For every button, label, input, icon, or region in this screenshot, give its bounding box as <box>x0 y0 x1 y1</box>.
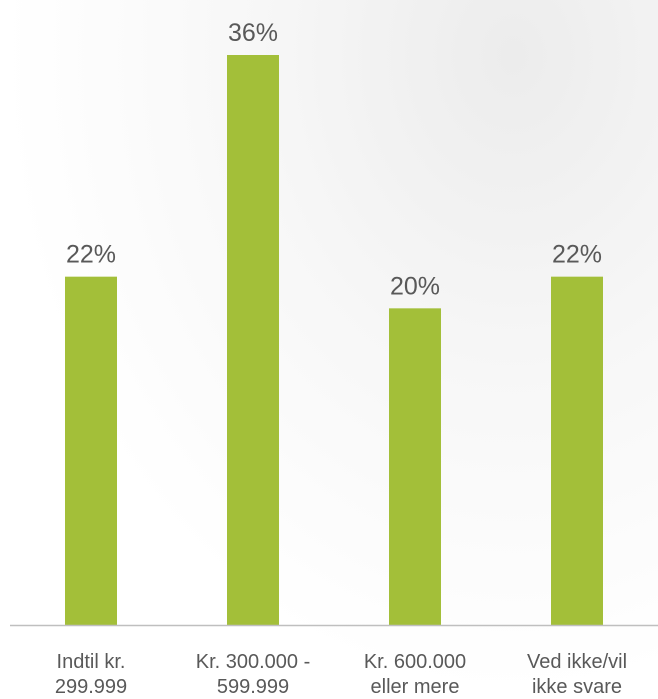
bars-group <box>65 55 603 625</box>
category-labels-group: Indtil kr. 299.999 Kr. 300.000 -599.999 Kr.… <box>55 651 627 698</box>
category-label-2: Kr. 300.000 -599.999 <box>196 651 311 698</box>
data-label-2: 36% <box>228 19 278 47</box>
category-label-1: Indtil kr. 299.999 <box>55 651 127 698</box>
bar-1 <box>65 276 117 625</box>
data-label-1: 22% <box>66 241 116 269</box>
bar-3 <box>389 308 441 625</box>
category-label-4: Ved ikke/vil ikke svare <box>527 651 627 698</box>
data-labels-group: 22% 36% 20% 22% <box>66 19 602 300</box>
bar-4 <box>551 276 603 625</box>
data-label-3: 20% <box>390 272 440 300</box>
data-label-4: 22% <box>552 241 602 269</box>
bar-2 <box>227 55 279 625</box>
category-label-3: Kr. 600.000 eller mere <box>364 651 466 698</box>
